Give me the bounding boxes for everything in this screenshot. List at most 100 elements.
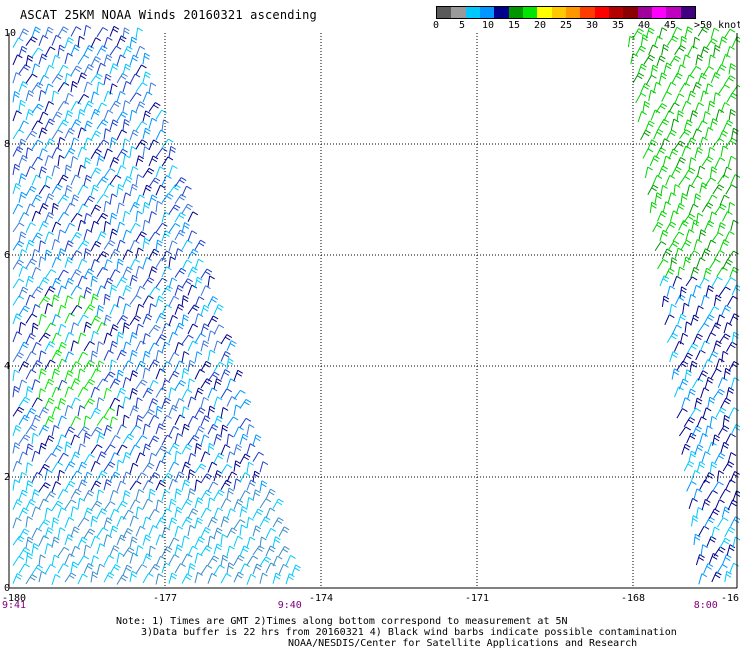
wind-barb <box>252 489 261 501</box>
colorbar-label: 5 <box>458 20 466 31</box>
wind-barb <box>25 407 37 419</box>
wind-barb <box>44 211 55 223</box>
wind-barb <box>77 127 87 139</box>
wind-barb <box>677 266 685 278</box>
wind-barb <box>90 500 103 511</box>
wind-barb <box>83 398 95 409</box>
wind-barb <box>652 221 664 233</box>
wind-barb <box>90 350 98 362</box>
wind-barb <box>129 109 138 122</box>
wind-barb <box>18 249 28 261</box>
wind-barb <box>194 333 206 344</box>
wind-barb <box>31 63 41 75</box>
wind-barb <box>278 526 290 537</box>
wind-barb <box>675 203 685 215</box>
wind-barb <box>31 120 43 131</box>
wind-barb <box>649 201 657 214</box>
wind-barb <box>674 93 685 105</box>
wind-barb <box>712 340 722 352</box>
wind-barb <box>44 491 56 502</box>
wind-barb <box>103 293 111 306</box>
wind-barb <box>135 231 147 242</box>
colorbar-segment <box>479 7 495 18</box>
wind-barb <box>655 103 668 114</box>
wind-barb <box>174 248 183 260</box>
wind-barb <box>38 535 49 546</box>
wind-barb <box>194 442 202 455</box>
colorbar-segment <box>551 7 566 18</box>
wind-barb <box>51 111 63 122</box>
wind-barb <box>90 555 99 567</box>
wind-barb <box>44 286 56 297</box>
wind-barb <box>207 349 216 361</box>
wind-barb <box>715 64 727 75</box>
wind-barb <box>702 359 713 370</box>
wind-barb <box>116 404 124 417</box>
wind-barb <box>83 415 92 427</box>
wind-barb <box>96 416 109 427</box>
wind-barb <box>70 506 79 518</box>
wind-barb <box>44 46 56 57</box>
wind-barb <box>38 498 49 510</box>
wind-barb <box>77 275 88 287</box>
wind-barb <box>661 248 673 260</box>
wind-barb <box>77 258 88 270</box>
wind-barb <box>18 396 31 407</box>
wind-barb <box>168 498 177 510</box>
wind-barb <box>691 175 703 186</box>
wind-barb <box>96 139 109 150</box>
wind-barb <box>57 154 65 167</box>
wind-barb <box>702 111 711 123</box>
wind-barb <box>690 314 700 326</box>
wind-barb <box>207 497 216 509</box>
wind-barb <box>25 239 35 251</box>
wind-barb <box>662 201 671 213</box>
wind-barb <box>103 479 112 491</box>
wind-barb <box>187 304 200 315</box>
wind-barb <box>109 359 117 371</box>
wind-barb <box>226 416 239 427</box>
wind-barb <box>103 387 112 400</box>
wind-barb <box>109 63 119 75</box>
wind-barb <box>64 202 76 214</box>
wind-barb <box>25 36 38 46</box>
wind-barb <box>51 73 64 84</box>
wind-barb <box>723 75 736 86</box>
wind-barb <box>731 84 740 95</box>
wind-barb <box>246 555 259 566</box>
wind-barb <box>129 425 142 436</box>
wind-barb <box>726 46 735 58</box>
wind-barb <box>657 210 668 222</box>
wind-barb <box>116 459 124 472</box>
wind-barb <box>96 212 109 223</box>
wind-barb <box>148 435 160 446</box>
wind-barb <box>714 203 727 214</box>
wind-barb <box>38 220 49 232</box>
wind-barb <box>148 524 159 536</box>
wind-barb <box>155 277 168 288</box>
wind-barb <box>726 341 738 352</box>
wind-barb <box>77 351 88 363</box>
wind-barb <box>31 432 39 445</box>
wind-barb <box>174 379 186 391</box>
wind-barb <box>155 499 164 511</box>
wind-barb <box>12 517 22 529</box>
wind-barb <box>38 519 51 529</box>
wind-barb <box>226 471 238 483</box>
wind-barb <box>700 90 709 102</box>
wind-barb <box>96 341 104 353</box>
wind-barb <box>122 27 130 39</box>
wind-barb <box>654 241 667 252</box>
wind-barb <box>129 73 141 85</box>
wind-barb <box>25 166 36 177</box>
wind-barb <box>96 176 109 187</box>
wind-barb <box>51 183 63 195</box>
wind-barb <box>12 37 24 48</box>
colorbar-segment <box>594 7 609 18</box>
wind-barb <box>718 130 728 141</box>
wind-barb <box>25 574 38 585</box>
wind-barb <box>213 396 223 408</box>
wind-barb <box>142 277 155 287</box>
wind-barb <box>239 545 250 557</box>
wind-barb <box>213 470 223 482</box>
